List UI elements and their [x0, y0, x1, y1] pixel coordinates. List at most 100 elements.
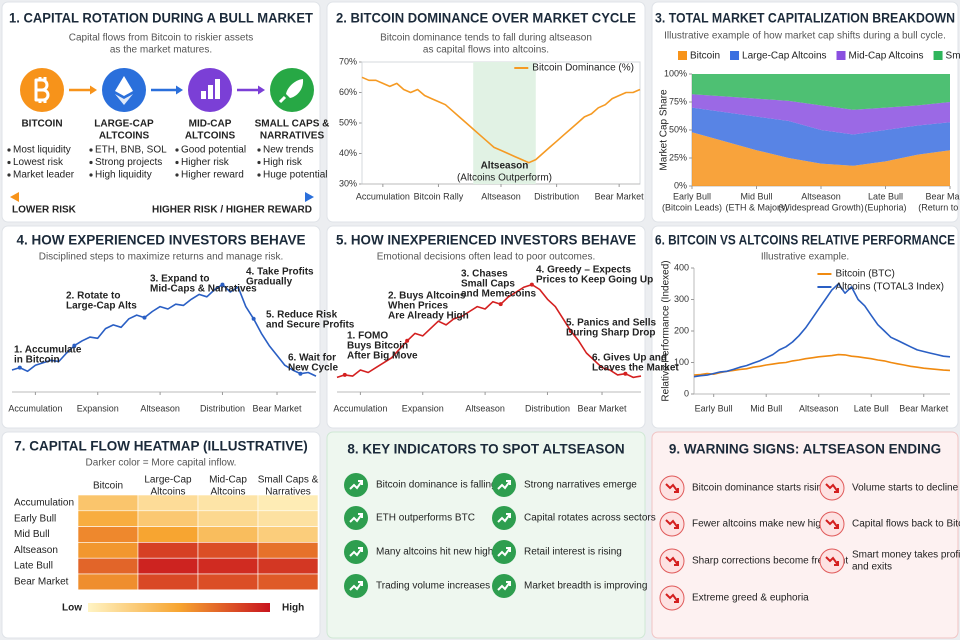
- annotation: Mid-Caps & Narratives: [150, 284, 257, 295]
- colorbar: [88, 603, 270, 612]
- indicator-glyph: [358, 513, 363, 518]
- indicator-icon: [492, 574, 516, 598]
- heat-cell: [137, 557, 199, 575]
- flow-arrow-head: [90, 85, 97, 95]
- subtitle: Bitcoin dominance tends to fall during a…: [380, 33, 592, 44]
- series-line: [361, 76, 641, 164]
- subtitle: Disciplined steps to maximize returns an…: [39, 252, 284, 263]
- list-item: Extreme greed & euphoria: [692, 593, 809, 604]
- list-item: Bitcoin dominance is falling: [376, 480, 497, 491]
- annotation-point: [142, 315, 147, 320]
- y-axis-label: Relative Performance (Indexed): [661, 260, 672, 401]
- warning-icon: [819, 475, 845, 501]
- legend-label: Large-Cap Altcoins: [742, 51, 827, 62]
- stage-label: SMALL CAPS &: [255, 119, 330, 130]
- indicator-glyph: [349, 581, 363, 591]
- bullet: [89, 173, 93, 177]
- x-tick-label: Bitcoin Rally: [414, 191, 464, 201]
- indicator-glyph: [497, 480, 511, 490]
- x-tick-label: Accumulation: [333, 403, 387, 413]
- x-tick-label: Late Bull: [868, 191, 903, 201]
- row-label: Bear Market: [14, 577, 69, 588]
- highlight-label: Altseason: [481, 161, 529, 172]
- highlight-band: [473, 62, 536, 184]
- annotation: 6. Gives Up and: [592, 353, 667, 364]
- warning-glyph: [674, 488, 679, 493]
- risk-high: HIGHER RISK / HIGHER REWARD: [152, 205, 312, 216]
- x-tick-label: Mid Bull: [750, 403, 782, 413]
- x-tick-note: (Bitcoin Leads): [662, 202, 722, 212]
- icon-glyph: [115, 94, 133, 105]
- list-item: Strong narratives emerge: [524, 480, 637, 491]
- bullet: [7, 173, 11, 177]
- subtitle: Illustrative example.: [761, 252, 849, 263]
- heat-cell: [197, 494, 259, 512]
- area-segment: [692, 74, 950, 110]
- x-tick-label: Bear Market: [925, 191, 960, 201]
- legend-swatch: [730, 51, 740, 60]
- panel-title: 8. KEY INDICATORS TO SPOT ALTSEASON: [347, 442, 624, 457]
- stage-point: ETH, BNB, SOL: [95, 145, 167, 156]
- bullet: [175, 148, 179, 152]
- warning-icon: [659, 475, 685, 501]
- panel-title: 1. CAPITAL ROTATION DURING A BULL MARKET: [9, 11, 314, 26]
- annotation-point: [220, 282, 225, 287]
- list-item: Market breadth is improving: [524, 581, 647, 592]
- stage-point: High liquidity: [95, 170, 152, 181]
- legend-label: Small Caps & Others: [946, 51, 960, 62]
- list-item: Fewer altcoins make new highs: [692, 519, 832, 530]
- heat-cell: [137, 494, 199, 512]
- stage-label: NARRATIVES: [260, 131, 325, 142]
- panel-title: 7. CAPITAL FLOW HEATMAP (ILLUSTRATIVE): [14, 439, 308, 454]
- icon-glyph: [208, 85, 213, 99]
- bullet: [7, 160, 11, 165]
- stage-point: Market leader: [13, 170, 75, 181]
- annotation: 6. Wait for: [288, 353, 336, 364]
- annotation: 5. Reduce Risk: [266, 310, 338, 321]
- warning-icon: [659, 511, 685, 537]
- annotation: After Big Move: [347, 351, 418, 362]
- list-item: Smart money takes profits: [852, 550, 960, 561]
- subtitle: Darker color = More capital inflow.: [86, 458, 237, 469]
- y-tick-label: 25%: [669, 152, 687, 162]
- annotation-point: [529, 282, 534, 287]
- list-item: and exits: [852, 562, 892, 573]
- series-line: [693, 353, 951, 376]
- bullet: [175, 160, 179, 165]
- stage-label: MID-CAP: [189, 119, 232, 130]
- column-header: Small Caps &: [258, 475, 319, 486]
- list-item: Volume starts to decline: [852, 483, 959, 494]
- indicator-glyph: [358, 581, 363, 586]
- stage-point: Huge potential: [263, 170, 328, 181]
- y-tick-label: 30%: [339, 178, 357, 188]
- column-header: Large-Cap: [144, 475, 192, 486]
- x-tick-label: Accumulation: [8, 403, 62, 413]
- panel: [326, 431, 646, 639]
- stage-point: Higher reward: [181, 170, 244, 181]
- legend-label: Mid-Cap Altcoins: [849, 51, 924, 62]
- warning-icon: [819, 548, 845, 574]
- stage-point: Strong projects: [95, 157, 162, 168]
- annotation: in Bitcoin: [14, 355, 60, 366]
- annotation: 4. Greedy – Expects: [536, 265, 631, 276]
- warning-glyph: [834, 488, 839, 493]
- indicator-glyph: [358, 547, 363, 552]
- annotation: 4. Take Profits: [246, 267, 314, 278]
- row-label: Early Bull: [14, 513, 56, 524]
- x-tick-label: Expansion: [402, 403, 444, 413]
- heat-cell: [197, 542, 259, 559]
- legend-label: Bitcoin Dominance (%): [532, 63, 634, 74]
- stage-label: ALTCOINS: [99, 131, 150, 142]
- stage-point: Good potential: [181, 145, 246, 156]
- warning-glyph: [665, 483, 679, 493]
- annotation-point: [498, 302, 503, 307]
- annotation: and Memecoins: [461, 289, 536, 300]
- list-item: Retail interest is rising: [524, 547, 622, 558]
- panel: [1, 1, 321, 223]
- bullet: [175, 173, 179, 177]
- y-tick-label: 100%: [664, 68, 687, 78]
- subtitle: Illustrative example of how market cap s…: [664, 31, 946, 42]
- x-tick-label: Early Bull: [673, 191, 711, 201]
- bullet: [7, 148, 11, 152]
- x-tick-label: Distribution: [534, 191, 579, 201]
